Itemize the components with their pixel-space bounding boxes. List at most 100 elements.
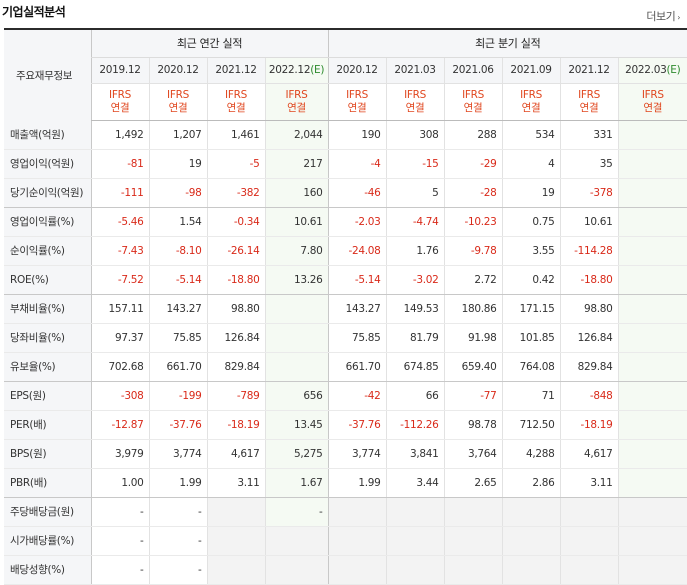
table-cell (443, 555, 503, 585)
row-label: 순이익률(%) (4, 236, 91, 266)
more-link[interactable]: 더보기 › (646, 8, 680, 24)
row-label: BPS(원) (4, 439, 91, 469)
table-row: 배당성향(%) - - (4, 555, 687, 585)
table-cell: -4 (327, 149, 387, 179)
standard-ifrs: IFRS (346, 88, 368, 101)
table-cell: 19 (501, 178, 561, 208)
row-label: 부채비율(%) (4, 294, 91, 324)
table-cell (617, 439, 687, 469)
top-rule (4, 28, 687, 30)
table-cell: 66 (385, 381, 445, 411)
table-cell: 190 (327, 120, 387, 150)
table-cell: 91.98 (443, 323, 503, 353)
table-cell: 1.99 (327, 468, 387, 498)
table-cell: -98 (148, 178, 207, 208)
table-cell: -3.02 (385, 265, 445, 295)
table-cell: 10.61 (264, 207, 329, 237)
row-label: ROE(%) (4, 265, 91, 295)
table-cell: 712.50 (501, 410, 561, 440)
table-cell: 217 (264, 149, 329, 179)
period-header: 2022.12(E) (264, 57, 329, 84)
table-cell: 3.55 (501, 236, 561, 266)
table-cell (617, 323, 687, 353)
table-cell: -382 (206, 178, 265, 208)
table-cell: 1.67 (264, 468, 329, 498)
table-cell (617, 120, 687, 150)
table-cell: - (148, 555, 207, 585)
table-cell: 2,044 (264, 120, 329, 150)
table-cell: 98.78 (443, 410, 503, 440)
row-label: 영업이익(억원) (4, 149, 91, 179)
table-cell (617, 352, 687, 382)
period-label: 2022.03 (625, 64, 667, 76)
accounting-standard: IFRS 연결 (385, 83, 445, 121)
row-label: 시가배당률(%) (4, 526, 91, 556)
table-cell: 331 (559, 120, 619, 150)
accounting-standard: IFRS 연결 (559, 83, 619, 121)
table-cell: 1.76 (385, 236, 445, 266)
table-cell: -24.08 (327, 236, 387, 266)
table-cell: 764.08 (501, 352, 561, 382)
estimate-mark: (E) (310, 64, 325, 76)
quarterly-group-header: 최근 분기 실적 (327, 30, 687, 58)
table-row: 순이익률(%) -7.43 -8.10 -26.14 7.80 -24.08 1.76 -9.… (4, 236, 687, 266)
chevron-right-icon: › (677, 13, 680, 22)
row-label: 주당배당금(원) (4, 497, 91, 527)
table-cell: 3,774 (148, 439, 207, 469)
table-cell: 661.70 (148, 352, 207, 382)
corner-header: 주요재무정보 (4, 30, 91, 120)
table-cell: 3,979 (90, 439, 149, 469)
table-cell: -114.28 (559, 236, 619, 266)
table-cell: 71 (501, 381, 561, 411)
table-cell: - (90, 526, 149, 556)
table-cell: 13.26 (264, 265, 329, 295)
table-cell (617, 294, 687, 324)
accounting-standard: IFRS 연결 (90, 83, 149, 121)
standard-consolidated: 연결 (347, 101, 367, 114)
annual-group-header: 최근 연간 실적 (90, 30, 329, 58)
table-cell: -12.87 (90, 410, 149, 440)
table-cell: -81 (90, 149, 149, 179)
table-cell: -29 (443, 149, 503, 179)
standard-consolidated: 연결 (643, 101, 663, 114)
table-cell: -5.46 (90, 207, 149, 237)
table-row: PBR(배) 1.00 1.99 3.11 1.67 1.99 3.44 2.65 2.86 3.… (4, 468, 687, 498)
row-label: EPS(원) (4, 381, 91, 411)
table-cell: 126.84 (206, 323, 265, 353)
accounting-standard: IFRS 연결 (617, 83, 687, 121)
table-cell: 13.45 (264, 410, 329, 440)
table-row: 영업이익(억원) -81 19 -5 217 -4 -15 -29 4 35 (4, 149, 687, 179)
table-cell: -308 (90, 381, 149, 411)
table-row: 영업이익률(%) -5.46 1.54 -0.34 10.61 -2.03 -4.74 -10… (4, 207, 687, 237)
table-cell (206, 497, 265, 527)
standard-ifrs: IFRS (404, 88, 426, 101)
table-cell: 2.65 (443, 468, 503, 498)
table-row: 주당배당금(원) - - - (4, 497, 687, 527)
table-cell (443, 497, 503, 527)
standard-consolidated: 연결 (579, 101, 599, 114)
period-label: 2022.12 (268, 64, 311, 76)
period-header: 2020.12 (148, 57, 207, 84)
table-cell: - (148, 526, 207, 556)
table-cell: 98.80 (206, 294, 265, 324)
standard-consolidated: 연결 (405, 101, 425, 114)
table-cell (617, 178, 687, 208)
table-cell: 75.85 (148, 323, 207, 353)
table-cell: - (264, 497, 329, 527)
table-cell (264, 294, 329, 324)
table-cell (559, 526, 619, 556)
table-cell: -5.14 (148, 265, 207, 295)
standard-ifrs: IFRS (225, 88, 247, 101)
table-cell: 149.53 (385, 294, 445, 324)
standard-ifrs: IFRS (109, 88, 131, 101)
table-cell: -18.19 (206, 410, 265, 440)
table-cell: 4,617 (559, 439, 619, 469)
standard-ifrs: IFRS (520, 88, 542, 101)
table-cell: -37.76 (327, 410, 387, 440)
table-cell: 1,492 (90, 120, 149, 150)
standard-consolidated: 연결 (168, 101, 188, 114)
table-row: ROE(%) -7.52 -5.14 -18.80 13.26 -5.14 -3.02 2.7… (4, 265, 687, 295)
table-cell: 1,461 (206, 120, 265, 150)
table-cell: 5 (385, 178, 445, 208)
table-cell: 674.85 (385, 352, 445, 382)
